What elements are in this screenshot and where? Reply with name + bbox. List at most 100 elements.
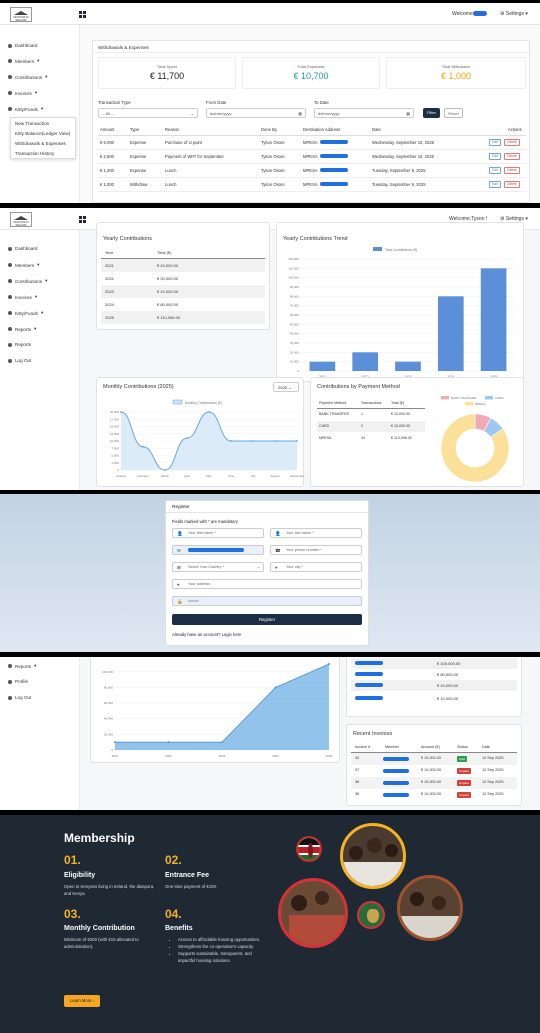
register-button[interactable]: Register: [172, 614, 362, 625]
sidebar-item-kitty[interactable]: Kitty/Funds ▾: [8, 106, 43, 112]
sidebar-item-logout[interactable]: Log Out: [8, 695, 31, 700]
monthly-contributions-chart: Monthly Contributions (€) 0 2,500 5,000 7,50…: [110, 399, 304, 478]
yearly-contributions-card: Yearly Contributions Year Total (€) 2021…: [96, 222, 270, 330]
type-select[interactable]: -- All -- ⌄: [98, 108, 198, 118]
sidebar-item-contributions[interactable]: Contributions ▾: [8, 74, 47, 80]
cooperative-emblem-image: [357, 901, 385, 929]
x-tick-label: 2022: [165, 754, 172, 758]
email-field[interactable]: ✉: [172, 545, 264, 555]
bar: [395, 361, 421, 371]
year-select[interactable]: 2025 ⌄: [273, 382, 299, 392]
lock-icon: 🔒: [177, 599, 183, 604]
delete-button[interactable]: Delete: [504, 153, 520, 160]
y-tick-label: 70,000: [290, 304, 300, 308]
edit-button[interactable]: Edit: [489, 167, 501, 174]
table-cell: 1: [361, 412, 363, 416]
sidebar-item-dashboard[interactable]: Dashboard: [8, 246, 37, 251]
sidebar-item-dashboard[interactable]: Dashboard: [8, 43, 37, 48]
sidebar-item-kitty[interactable]: Kitty/Funds ▾: [8, 310, 43, 316]
data-point: [328, 663, 330, 665]
delete-button[interactable]: Delete: [504, 167, 520, 174]
table-cell: 34: [361, 436, 365, 440]
filter-button[interactable]: Filter: [423, 108, 440, 118]
edit-button[interactable]: Edit: [489, 139, 501, 146]
euro-icon: [8, 75, 12, 79]
item-number: 04.: [165, 907, 182, 921]
site-logo[interactable]: KENYANS IN IRELAND: [10, 212, 32, 227]
settings-menu[interactable]: ⚙ Settings ▾: [500, 216, 528, 222]
sidebar-item-reports[interactable]: Reports: [8, 342, 31, 347]
x-tick-label: January: [116, 474, 127, 478]
x-tick-label: 2023: [219, 754, 226, 758]
y-tick-label: 60,000: [104, 701, 114, 705]
submenu-withdrawals[interactable]: Withdrawals & Expenses: [15, 141, 66, 146]
submenu-history[interactable]: Transaction History: [15, 151, 55, 156]
phone-input[interactable]: ☎ Your phone number *: [270, 545, 362, 555]
edit-button[interactable]: Edit: [489, 153, 501, 160]
table-cell: 2025: [105, 315, 114, 320]
sidebar-item-invoices[interactable]: Invoices ▾: [8, 294, 37, 300]
table-cell: € 10,000.00: [437, 683, 459, 688]
status-badge: Unpaid: [457, 780, 471, 786]
area-fill: [121, 412, 297, 470]
learn-more-button[interactable]: Learn More ›: [64, 995, 100, 1007]
table-cell: € 80,000.00: [157, 302, 179, 307]
data-point: [221, 741, 223, 744]
item-number: 03.: [64, 907, 81, 921]
delete-button[interactable]: Delete: [504, 181, 520, 188]
y-tick-label: 60,000: [290, 313, 300, 317]
sidebar-item-reports-menu[interactable]: Reports ▾: [8, 663, 36, 669]
to-date-input[interactable]: dd/mm/yyyy ▦: [314, 108, 414, 118]
recent-invoices-card: Recent Invoices Invoice # Member Amount …: [346, 724, 522, 806]
to-label: To Date: [314, 100, 329, 105]
submenu-kitty-balance[interactable]: Kitty Balance(Ledger View): [15, 131, 71, 136]
x-tick-label: June: [228, 474, 235, 478]
transactions-table: Amount Type Reason Done By Destination A…: [98, 124, 526, 203]
phone-icon: ☎: [275, 548, 281, 553]
globe-icon: ⊞: [177, 565, 181, 570]
city-input[interactable]: ⌖ Your city *: [270, 562, 362, 572]
yearly-trend-card: Yearly Contributions Trend Total Contrib…: [276, 222, 524, 382]
logout-icon: [8, 358, 12, 363]
first-name-input[interactable]: 👤 Your first name *: [172, 528, 264, 538]
sidebar-item-members[interactable]: Members ▾: [8, 262, 39, 268]
reset-button[interactable]: Reset: [444, 108, 463, 118]
submenu-new-transaction[interactable]: New Transaction: [15, 121, 50, 126]
growth-chart-card: 0 20,000 40,000 60,000 80,000 100,000 2021 2022…: [90, 657, 340, 763]
user-icon: 👤: [177, 531, 183, 536]
menu-grid-icon[interactable]: [79, 11, 86, 18]
site-logo[interactable]: KENYANS IN IRELAND: [10, 7, 32, 22]
table-cell: 2024: [105, 302, 114, 307]
password-input[interactable]: 🔒 ••••••••: [172, 596, 362, 606]
dashboard-icon: [8, 43, 12, 48]
sidebar-item-profile[interactable]: Profile: [8, 679, 28, 684]
table-row: € 1,000 Withdraw Lunch Tyson Osore MPESA Tues…: [98, 178, 526, 192]
col-invoice: Invoice #: [355, 745, 371, 749]
menu-grid-icon[interactable]: [79, 216, 86, 223]
country-select[interactable]: ⊞ Select Your Country * ⌄: [172, 562, 264, 572]
last-name-input[interactable]: 👤 Your last name *: [270, 528, 362, 538]
sidebar-item-contributions[interactable]: Contributions ▾: [8, 278, 47, 284]
logout-icon: [8, 695, 12, 700]
sidebar-item-reports-menu[interactable]: Reports ▾: [8, 326, 36, 332]
y-tick-label: 20,000: [290, 350, 300, 354]
delete-button[interactable]: Delete: [504, 139, 520, 146]
calendar-icon: ▦: [298, 111, 302, 116]
membership-section: Membership 01. Eligibility Open to Kenya…: [0, 815, 540, 1033]
sidebar-item-logout[interactable]: Log Out: [8, 358, 31, 363]
card-title: Contributions by Payment Method: [317, 384, 400, 390]
col-total: Total (€): [157, 250, 172, 255]
table-cell: € 110,006.00: [391, 436, 412, 440]
table-cell: MPESA: [319, 436, 332, 440]
edit-button[interactable]: Edit: [489, 181, 501, 188]
settings-menu[interactable]: ⚙ Settings ▾: [500, 11, 528, 17]
sidebar-item-members[interactable]: Members ▾: [8, 58, 39, 64]
sidebar-item-invoices[interactable]: Invoices ▾: [8, 90, 37, 96]
form-title: Register: [166, 501, 368, 513]
card-title: Yearly Contributions Trend: [283, 236, 348, 242]
data-point: [120, 411, 122, 413]
from-date-input[interactable]: dd/mm/yyyy ▦: [206, 108, 306, 118]
address-input[interactable]: ⌖ Your address: [172, 579, 362, 589]
item-title: Benefits: [165, 925, 193, 932]
login-link[interactable]: Already have an account? Login here: [172, 632, 242, 637]
